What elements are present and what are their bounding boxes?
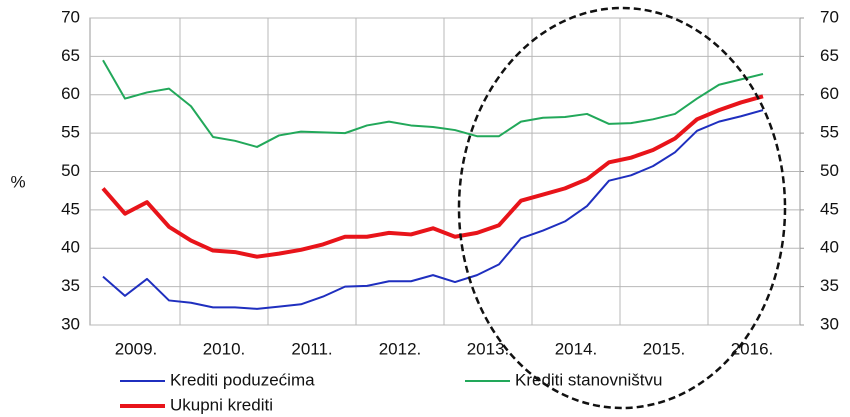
y-tick-label: 65 bbox=[61, 46, 80, 65]
x-tick-label: 2012. bbox=[379, 339, 422, 358]
y-tick-label: 35 bbox=[61, 276, 80, 295]
y-tick-label: 60 bbox=[61, 84, 80, 103]
x-tick-label: 2009. bbox=[115, 339, 158, 358]
y-tick-label: 55 bbox=[61, 123, 80, 142]
legend-label: Ukupni krediti bbox=[170, 395, 273, 414]
y-tick-label: 40 bbox=[61, 238, 80, 257]
x-tick-label: 2014. bbox=[555, 339, 598, 358]
y2-tick-label: 50 bbox=[820, 161, 839, 180]
y2-tick-label: 35 bbox=[820, 276, 839, 295]
legend-label: Krediti poduzećima bbox=[170, 370, 315, 389]
y2-tick-label: 30 bbox=[820, 314, 839, 333]
x-tick-label: 2016. bbox=[731, 339, 774, 358]
x-tick-label: 2010. bbox=[203, 339, 246, 358]
x-tick-label: 2011. bbox=[291, 339, 332, 358]
y2-tick-label: 55 bbox=[820, 123, 839, 142]
series-line bbox=[102, 109, 764, 310]
y-tick-label: 70 bbox=[61, 7, 80, 26]
y2-tick-label: 45 bbox=[820, 199, 839, 218]
y-tick-label: 50 bbox=[61, 161, 80, 180]
y2-tick-label: 70 bbox=[820, 7, 839, 26]
series-line bbox=[102, 59, 764, 148]
highlight-ellipse bbox=[457, 6, 787, 410]
series-line bbox=[101, 94, 764, 259]
y-tick-label: 45 bbox=[61, 199, 80, 218]
y2-tick-label: 40 bbox=[820, 238, 839, 257]
y2-tick-label: 65 bbox=[820, 46, 839, 65]
y-axis-label: % bbox=[10, 172, 25, 191]
x-tick-label: 2013. bbox=[467, 339, 510, 358]
y2-tick-label: 60 bbox=[820, 84, 839, 103]
y-tick-label: 30 bbox=[61, 314, 80, 333]
x-tick-label: 2015. bbox=[643, 339, 686, 358]
legend-label: Krediti stanovništvu bbox=[515, 370, 662, 389]
